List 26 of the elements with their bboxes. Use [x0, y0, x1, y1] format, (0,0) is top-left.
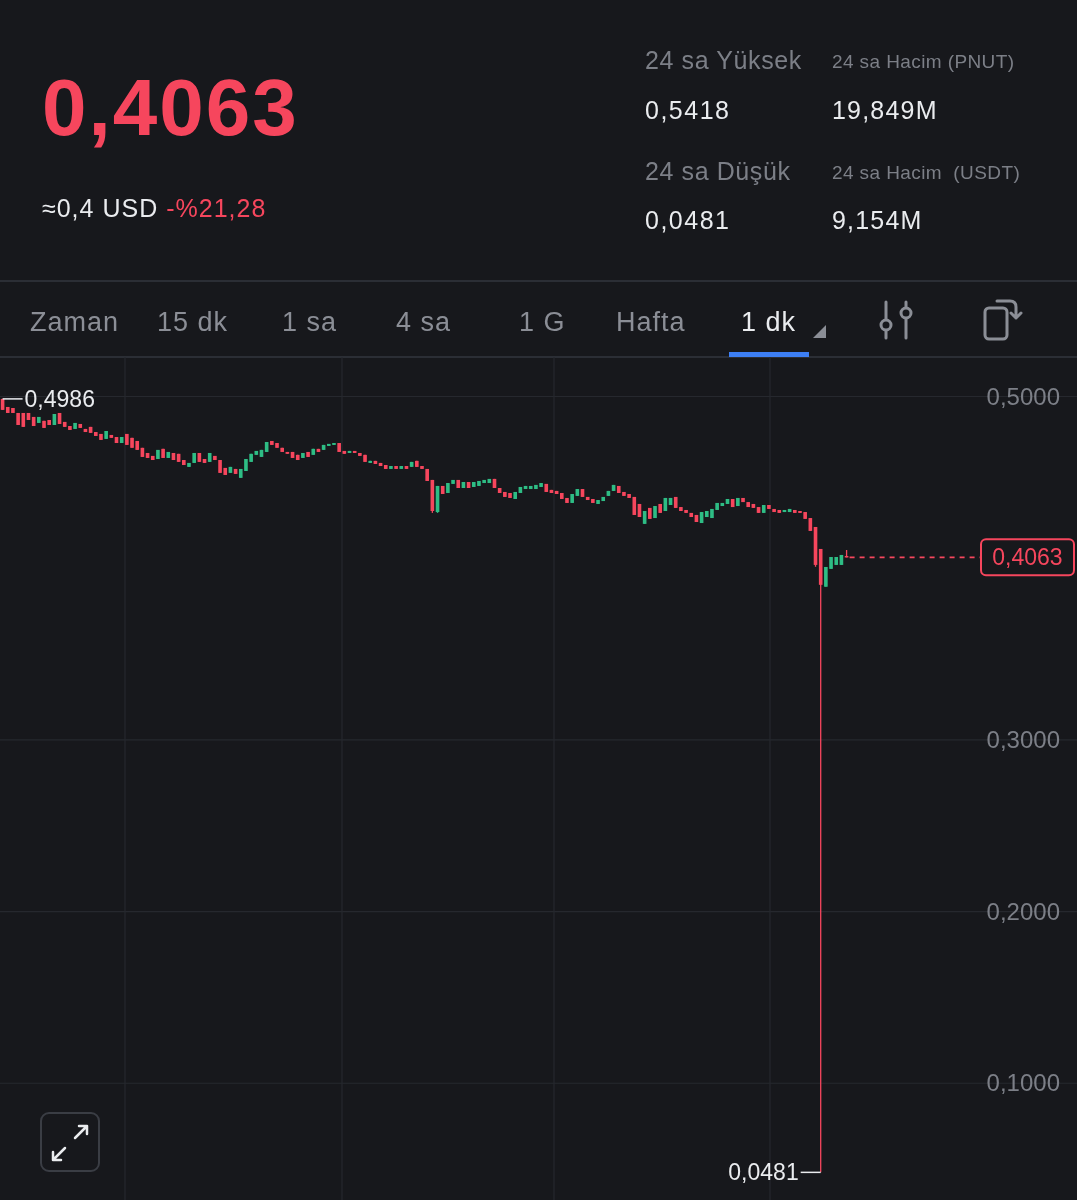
y-tick-label: 0,2000 — [986, 897, 1060, 925]
y-tick-label: 0,3000 — [986, 726, 1060, 754]
text: 24 sa Düşük — [645, 157, 791, 185]
text: 24 sa Hacim (PNUT) — [832, 51, 1015, 72]
text: 0,0481 — [645, 206, 731, 234]
text: 1 G — [519, 307, 566, 337]
text: 1 sa — [282, 307, 338, 337]
text: 15 dk — [157, 307, 229, 337]
annotation: 0,0481 — [728, 1159, 799, 1186]
text: 24 sa Yüksek — [645, 46, 802, 74]
text: ≈0,4 USD — [42, 194, 159, 222]
text: Zaman — [30, 307, 120, 337]
text: 24 sa Hacim (USDT) — [832, 162, 1021, 183]
text: 4 sa — [396, 307, 452, 337]
annotation: 0,4986 — [24, 385, 95, 412]
text: 19,849M — [832, 96, 938, 124]
ref-line-label: 0,4063 — [992, 544, 1063, 571]
candlestick — [818, 548, 823, 1174]
chart-title: 0,4063 — [42, 63, 299, 152]
y-tick-label: 0,5000 — [986, 382, 1060, 410]
text: 0,5418 — [645, 96, 731, 124]
text: Hafta — [616, 307, 686, 337]
text: 1 dk — [741, 307, 797, 337]
text: 9,154M — [832, 206, 923, 234]
y-tick-label: 0,1000 — [986, 1069, 1060, 1097]
text: -%21,28 — [166, 194, 267, 222]
